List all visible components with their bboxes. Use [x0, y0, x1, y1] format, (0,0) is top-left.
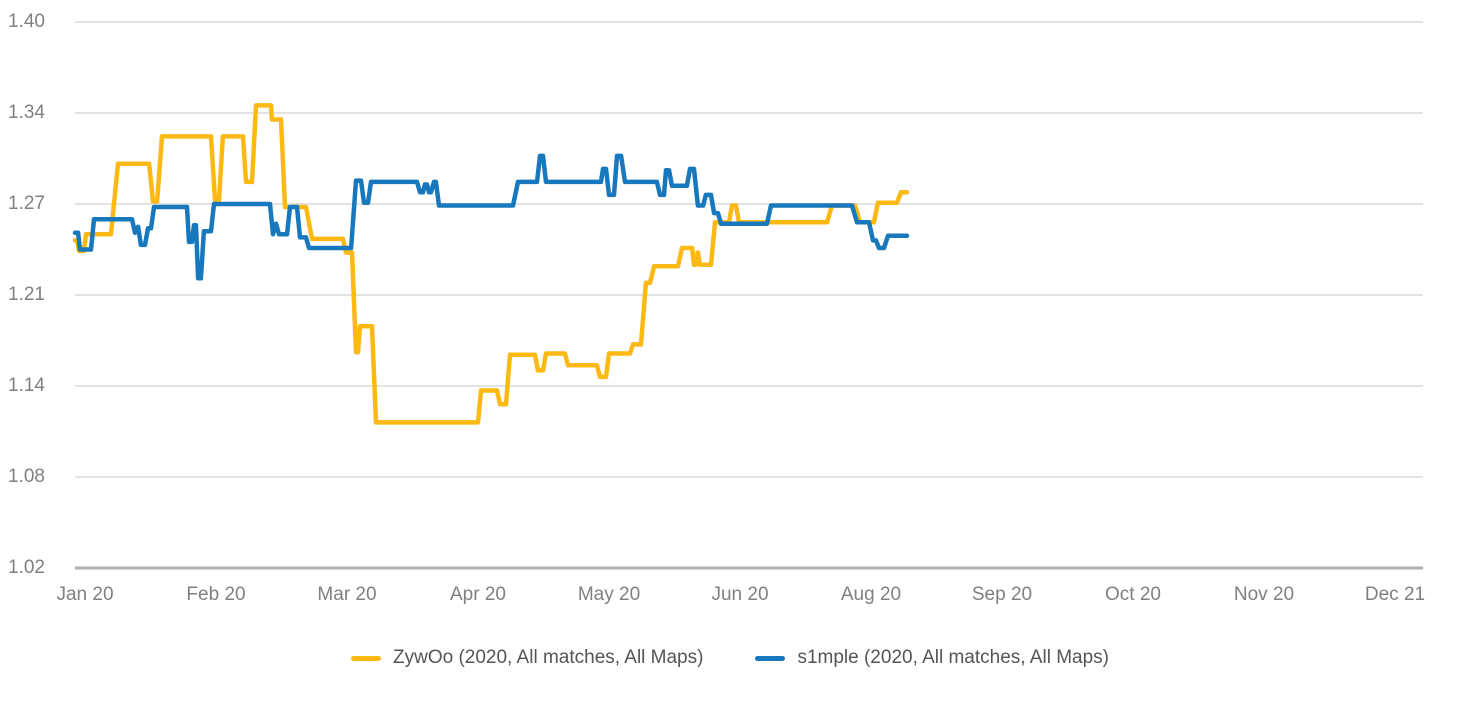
x-axis-label: Nov 20 — [1233, 584, 1295, 605]
y-axis-label: 1.40 — [8, 11, 45, 32]
x-axis-label: Dec 21 — [1364, 584, 1426, 605]
x-axis-label: May 20 — [577, 584, 641, 605]
y-axis-label: 1.08 — [8, 466, 45, 487]
x-axis-label: Sep 20 — [971, 584, 1033, 605]
legend: ZywOo (2020, All matches, All Maps) s1mp… — [0, 646, 1460, 670]
legend-item-s1mple[interactable]: s1mple (2020, All matches, All Maps) — [755, 646, 1109, 670]
s1mple-series-line[interactable] — [72, 153, 910, 281]
x-axis-label: Aug 20 — [840, 584, 902, 605]
zywoo-line-swatch — [351, 655, 381, 661]
y-axis-label: 1.21 — [8, 284, 45, 305]
x-axis-label: Apr 20 — [450, 584, 506, 605]
y-axis-label: 1.34 — [8, 102, 45, 123]
legend-item-zywoo[interactable]: ZywOo (2020, All matches, All Maps) — [351, 646, 703, 670]
legend-label-zywoo: ZywOo (2020, All matches, All Maps) — [393, 647, 704, 668]
x-axis-label: Jun 20 — [711, 584, 769, 605]
y-axis-label: 1.02 — [8, 557, 45, 578]
x-axis-label: Mar 20 — [317, 584, 377, 605]
x-axis-label: Jan 20 — [56, 584, 114, 605]
x-axis-label: Oct 20 — [1105, 584, 1161, 605]
y-axis-label: 1.27 — [8, 193, 45, 214]
legend-label-s1mple: s1mple (2020, All matches, All Maps) — [797, 647, 1109, 668]
plot-area[interactable] — [0, 0, 1460, 640]
s1mple-line-swatch — [755, 655, 786, 661]
y-axis-label: 1.14 — [8, 375, 45, 396]
x-axis-label: Feb 20 — [186, 584, 246, 605]
